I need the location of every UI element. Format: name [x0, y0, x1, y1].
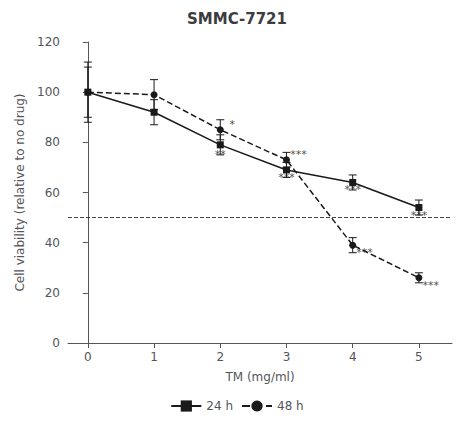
svg-text:1: 1 — [150, 350, 158, 364]
svg-text:*: * — [229, 118, 235, 131]
svg-text:***: *** — [411, 209, 428, 222]
svg-text:SMMC-7721: SMMC-7721 — [187, 10, 287, 28]
svg-text:120: 120 — [37, 35, 60, 49]
svg-text:24 h: 24 h — [206, 399, 233, 413]
svg-text:TM (mg/ml): TM (mg/ml) — [224, 370, 294, 384]
svg-text:60: 60 — [45, 186, 60, 200]
svg-text:40: 40 — [45, 236, 60, 250]
svg-text:***: *** — [344, 183, 361, 196]
svg-text:***: *** — [423, 279, 440, 292]
svg-text:3: 3 — [283, 350, 291, 364]
svg-text:0: 0 — [52, 336, 60, 350]
svg-text:2: 2 — [216, 350, 224, 364]
svg-text:***: *** — [278, 171, 295, 184]
svg-text:4: 4 — [349, 350, 357, 364]
svg-text:***: *** — [290, 148, 307, 161]
svg-text:80: 80 — [45, 135, 60, 149]
svg-text:20: 20 — [45, 286, 60, 300]
svg-text:5: 5 — [415, 350, 423, 364]
svg-text:***: *** — [356, 246, 373, 259]
svg-text:Cell viability (relative to no: Cell viability (relative to no drug) — [13, 93, 27, 291]
svg-text:0: 0 — [84, 350, 92, 364]
svg-text:100: 100 — [37, 85, 60, 99]
svg-text:**: ** — [215, 148, 227, 161]
svg-text:48 h: 48 h — [277, 399, 304, 413]
